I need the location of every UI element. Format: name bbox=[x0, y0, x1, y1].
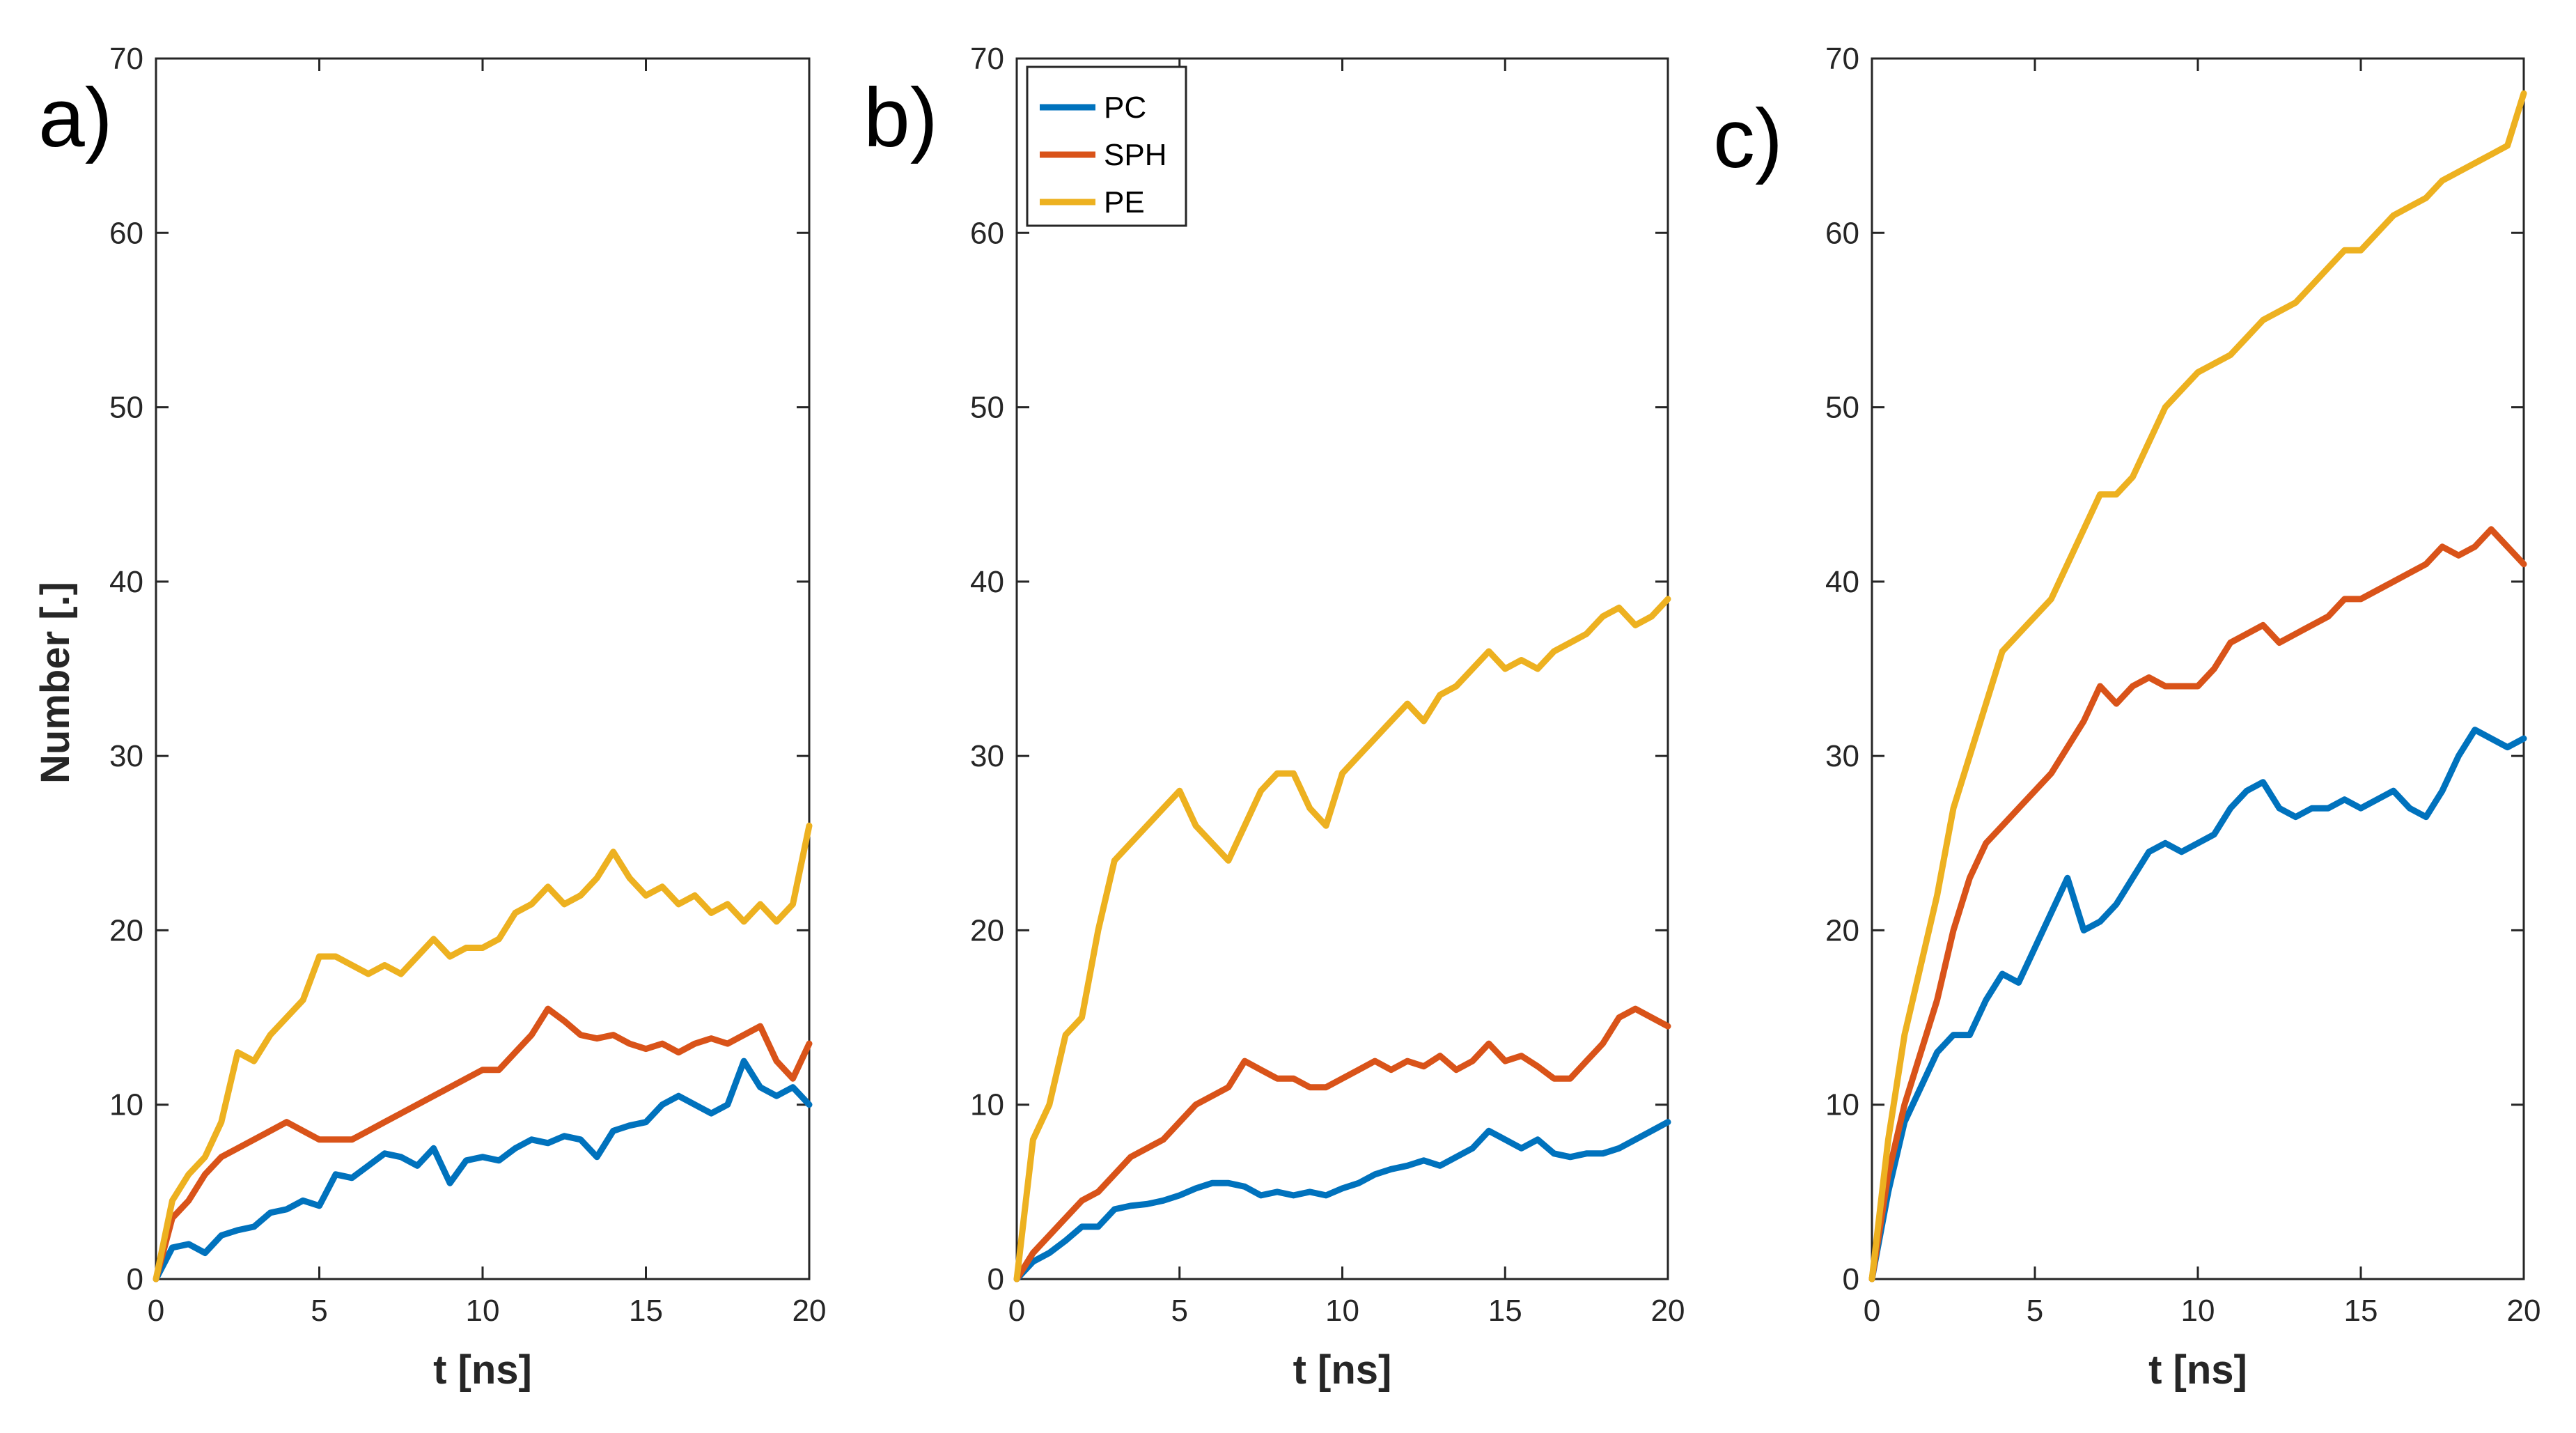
x-tick-label: 0 bbox=[1008, 1294, 1025, 1328]
series-line-pe bbox=[1868, 90, 2527, 1283]
series-line-pc bbox=[1013, 1119, 1671, 1283]
x-tick-label: 20 bbox=[2507, 1294, 2541, 1328]
y-tick-label: 50 bbox=[109, 391, 143, 425]
x-tick-label: 5 bbox=[2027, 1294, 2043, 1328]
y-tick-label: 10 bbox=[1825, 1088, 1859, 1122]
y-tick-label: 70 bbox=[970, 42, 1004, 76]
y-tick-label: 60 bbox=[109, 216, 143, 250]
y-tick-label: 20 bbox=[970, 913, 1004, 947]
legend-label-pe: PE bbox=[1104, 185, 1145, 219]
x-tick-label: 15 bbox=[629, 1294, 663, 1328]
panel-letter: b) bbox=[864, 71, 938, 164]
y-tick-label: 30 bbox=[1825, 739, 1859, 773]
y-tick-label: 40 bbox=[109, 565, 143, 599]
y-tick-label: 10 bbox=[970, 1088, 1004, 1122]
x-tick-label: 10 bbox=[466, 1294, 500, 1328]
series-line-sph bbox=[1013, 1005, 1671, 1283]
x-tick-label: 5 bbox=[311, 1294, 327, 1328]
series-line-sph bbox=[1868, 526, 2527, 1283]
x-tick-label: 0 bbox=[1864, 1294, 1880, 1328]
series-line-pe bbox=[1013, 596, 1671, 1283]
x-tick-label: 10 bbox=[1325, 1294, 1359, 1328]
x-tick-label: 0 bbox=[148, 1294, 164, 1328]
x-axis-label: t [ns] bbox=[1293, 1347, 1392, 1393]
y-tick-label: 40 bbox=[1825, 565, 1859, 599]
series-line-sph bbox=[153, 1005, 813, 1283]
y-tick-label: 0 bbox=[127, 1262, 143, 1296]
panel-letter: a) bbox=[38, 71, 113, 164]
x-tick-label: 5 bbox=[1171, 1294, 1188, 1328]
axes-box bbox=[155, 57, 811, 1280]
y-tick-label: 70 bbox=[1825, 42, 1859, 76]
legend: PC SPH PE bbox=[1026, 65, 1187, 227]
panel-b: 0 10 20 30 40 50 60 70 0 5 10 15 20 t [ns] b) PC SPH PE bbox=[864, 42, 1685, 1393]
axes-box bbox=[1015, 57, 1669, 1280]
x-tick-label: 10 bbox=[2181, 1294, 2215, 1328]
x-tick-label: 15 bbox=[1488, 1294, 1522, 1328]
y-tick-label: 20 bbox=[109, 913, 143, 947]
y-tick-label: 0 bbox=[1843, 1262, 1859, 1296]
x-tick-label: 20 bbox=[793, 1294, 827, 1328]
legend-label-sph: SPH bbox=[1104, 138, 1166, 172]
y-tick-label: 50 bbox=[970, 391, 1004, 425]
series-line-pc bbox=[1868, 727, 2527, 1283]
y-tick-label: 30 bbox=[970, 739, 1004, 773]
series-line-pc bbox=[153, 1058, 813, 1283]
x-tick-label: 15 bbox=[2344, 1294, 2378, 1328]
y-tick-label: 50 bbox=[1825, 391, 1859, 425]
series-line-pe bbox=[153, 822, 813, 1283]
panel-c: 0 10 20 30 40 50 60 70 0 5 10 15 20 t [ns] c) bbox=[1713, 42, 2540, 1393]
y-tick-label: 30 bbox=[109, 739, 143, 773]
y-axis-label: Number [.] bbox=[33, 582, 78, 784]
panel-letter: c) bbox=[1713, 92, 1783, 185]
panel-a: 0 10 20 30 40 50 60 70 0 5 10 15 20 t [ns] Number [.] a… bbox=[33, 42, 826, 1393]
y-tick-label: 60 bbox=[1825, 216, 1859, 250]
x-axis-label: t [ns] bbox=[2148, 1347, 2247, 1393]
y-tick-label: 0 bbox=[988, 1262, 1004, 1296]
x-axis-label: t [ns] bbox=[433, 1347, 532, 1393]
y-tick-label: 60 bbox=[970, 216, 1004, 250]
y-tick-label: 20 bbox=[1825, 913, 1859, 947]
legend-label-pc: PC bbox=[1104, 91, 1146, 125]
x-tick-label: 20 bbox=[1651, 1294, 1685, 1328]
y-tick-label: 40 bbox=[970, 565, 1004, 599]
y-tick-label: 70 bbox=[109, 42, 143, 76]
y-tick-label: 10 bbox=[109, 1088, 143, 1122]
axes-box bbox=[1871, 57, 2525, 1280]
